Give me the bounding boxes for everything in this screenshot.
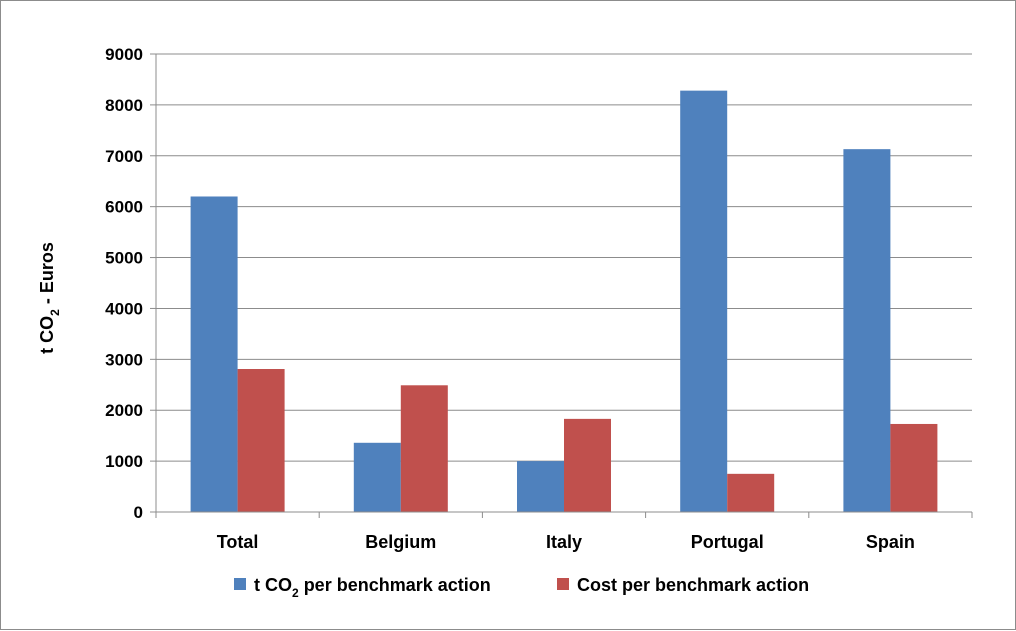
- y-tick-label-0: 0: [134, 503, 143, 522]
- y-axis-title: t CO2 - Euros: [37, 242, 62, 354]
- y-tick-label-6000: 6000: [105, 198, 143, 217]
- y-tick-label-2000: 2000: [105, 401, 143, 420]
- x-tick-label-portugal: Portugal: [691, 532, 764, 552]
- bar-total-series-1: [237, 369, 285, 512]
- y-axis-title-main: t CO: [37, 316, 57, 354]
- bar-italy-series-1: [564, 418, 611, 512]
- legend-swatch-tco2: [234, 578, 246, 590]
- gridlines: [156, 53, 972, 462]
- x-tick-label-belgium: Belgium: [365, 532, 436, 552]
- axes: [150, 53, 973, 518]
- bar-belgium-series-1: [400, 385, 448, 512]
- y-tick-label-8000: 8000: [105, 96, 143, 115]
- legend-label-tco2: t CO2 per benchmark action: [254, 575, 491, 600]
- legend-label-tco2-rest: per benchmark action: [299, 575, 491, 595]
- axis-labels: 0 1000 2000 3000 4000 5000 6000 7000 8000 9000 Tot…: [105, 45, 915, 552]
- bar-italy-series-0: [517, 461, 564, 512]
- y-tick-label-1000: 1000: [105, 452, 143, 471]
- legend-label-cost: Cost per benchmark action: [577, 575, 809, 595]
- bar-portugal-series-1: [727, 473, 775, 512]
- legend-label-cost-main: Cost per benchmark action: [577, 575, 809, 595]
- y-tick-label-3000: 3000: [105, 350, 143, 369]
- x-tick-label-spain: Spain: [866, 532, 915, 552]
- x-tick-label-total: Total: [217, 532, 259, 552]
- y-tick-label-7000: 7000: [105, 147, 143, 166]
- y-tick-label-9000: 9000: [105, 45, 143, 64]
- legend: t CO2 per benchmark action Cost per benc…: [234, 575, 809, 600]
- y-axis-title-rest: - Euros: [37, 242, 57, 309]
- y-tick-label-5000: 5000: [105, 249, 143, 268]
- y-tick-label-4000: 4000: [105, 299, 143, 318]
- bars: [190, 90, 938, 512]
- bar-total-series-0: [190, 196, 238, 512]
- legend-label-tco2-subscript: 2: [292, 586, 299, 600]
- x-tick-label-italy: Italy: [546, 532, 582, 552]
- bar-spain-series-0: [843, 149, 891, 512]
- bar-belgium-series-0: [353, 442, 401, 512]
- legend-label-tco2-main: t CO: [254, 575, 292, 595]
- legend-swatch-cost: [557, 578, 569, 590]
- y-axis-title-subscript: 2: [48, 309, 62, 316]
- bar-spain-series-1: [890, 423, 938, 512]
- bar-portugal-series-0: [680, 90, 728, 512]
